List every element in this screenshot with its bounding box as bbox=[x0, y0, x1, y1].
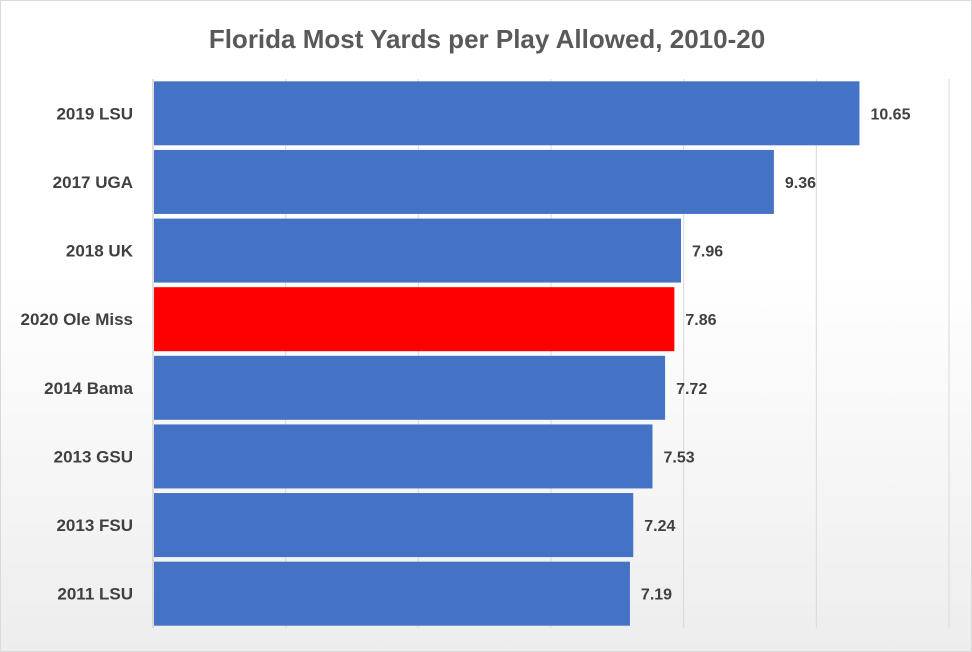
category-label: 2014 Bama bbox=[44, 379, 133, 398]
bar bbox=[154, 287, 675, 352]
category-label: 2018 UK bbox=[66, 242, 134, 261]
bars bbox=[154, 81, 860, 626]
bar bbox=[154, 355, 666, 420]
category-label: 2020 Ole Miss bbox=[21, 310, 133, 329]
chart-title: Florida Most Yards per Play Allowed, 201… bbox=[209, 24, 765, 54]
category-label: 2017 UGA bbox=[53, 173, 133, 192]
bar bbox=[154, 218, 682, 283]
value-label: 10.65 bbox=[870, 106, 910, 123]
bar bbox=[154, 561, 630, 626]
category-labels: 2019 LSU 2017 UGA 2018 UK 2020 Ole Miss 2014… bbox=[21, 104, 134, 603]
value-label: 7.86 bbox=[685, 312, 716, 329]
category-label: 2019 LSU bbox=[56, 104, 133, 123]
value-label: 7.72 bbox=[676, 381, 707, 398]
value-label: 7.96 bbox=[692, 244, 723, 261]
bar bbox=[154, 149, 774, 214]
category-label: 2013 GSU bbox=[54, 447, 133, 466]
bar bbox=[154, 493, 634, 558]
value-label: 7.24 bbox=[644, 518, 675, 535]
bar bbox=[154, 81, 860, 146]
bar bbox=[154, 424, 653, 489]
value-label: 9.36 bbox=[785, 175, 816, 192]
category-label: 2011 LSU bbox=[57, 585, 133, 604]
value-label: 7.19 bbox=[641, 587, 672, 604]
value-labels: 10.65 9.36 7.96 7.86 7.72 7.53 7.24 7.19 bbox=[641, 106, 911, 603]
category-label: 2013 FSU bbox=[56, 516, 133, 535]
value-label: 7.53 bbox=[663, 449, 694, 466]
